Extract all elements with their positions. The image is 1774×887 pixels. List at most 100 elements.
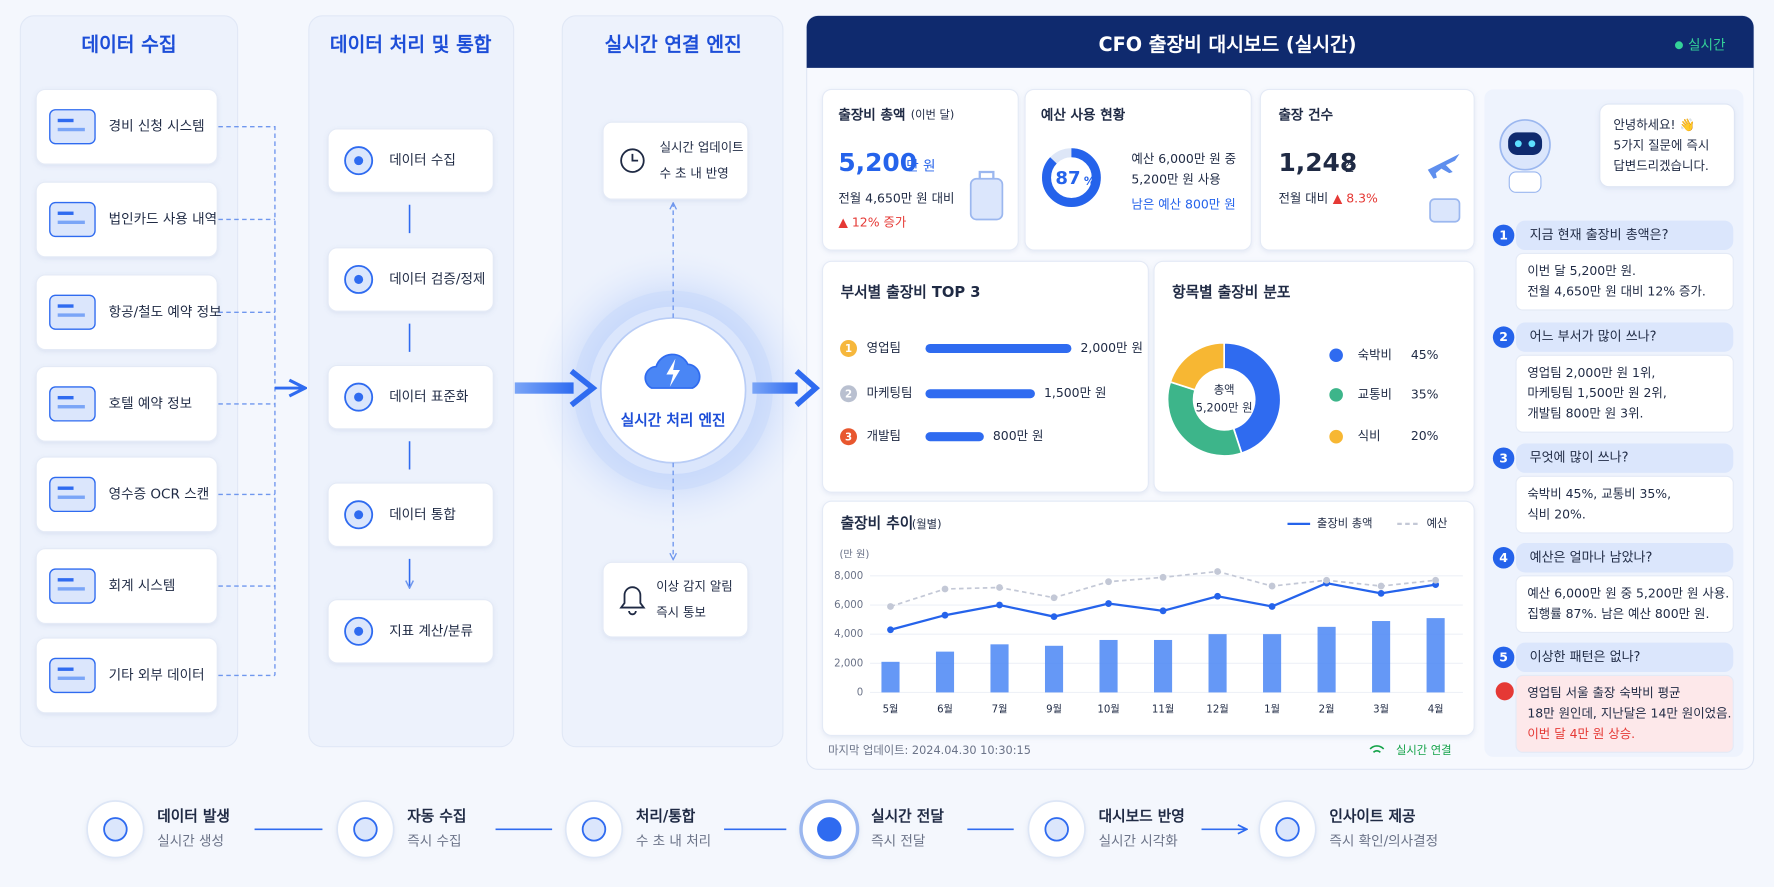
engine-card-title: 이상 감지 알림 [656, 579, 733, 594]
legend-dot [1329, 429, 1343, 444]
kpi-compare: 전월 대비 [1278, 191, 1328, 206]
answer-box [1515, 475, 1734, 534]
kpi-card [1259, 88, 1475, 251]
budget-ring [1041, 148, 1101, 208]
answer-line: 숙박비 45%, 교통비 35%, [1527, 486, 1671, 501]
line-point [1268, 603, 1276, 610]
flow-title: 처리/통합 [636, 808, 696, 825]
process-label: 데이터 통합 [389, 507, 456, 523]
bar-value-label: 2,000만 원 [1080, 340, 1142, 355]
wallet-icon [1429, 198, 1461, 223]
source-icon-detail [57, 304, 74, 308]
question-pill [1516, 322, 1734, 352]
source-label: 기타 외부 데이터 [109, 667, 205, 683]
legend-label: 교통비 [1358, 386, 1392, 401]
line-point [1105, 578, 1112, 586]
answer-box [1515, 674, 1734, 753]
bar [1208, 634, 1227, 693]
engine-core [599, 317, 747, 464]
bar [881, 661, 900, 693]
bar [1099, 639, 1118, 693]
y-tick-label: 2,000 [834, 658, 863, 669]
line-point [1214, 568, 1221, 575]
greeting-line: 5가지 질문에 즉시 [1613, 137, 1709, 152]
question-number: 4 [1499, 550, 1508, 565]
last-updated: 마지막 업데이트: 2024.04.30 10:30:15 [828, 744, 1031, 757]
flow-icon [1044, 817, 1069, 842]
budget-line: 예산 6,000만 원 중 [1131, 151, 1236, 166]
legend-label: 식비 [1358, 428, 1381, 443]
source-label: 영수증 OCR 스캔 [109, 486, 210, 502]
engine-card-sub: 수 초 내 반영 [660, 166, 729, 181]
question: 예산은 얼마나 남았나? [1530, 550, 1653, 565]
y-tick-label: 0 [857, 687, 863, 698]
engine-card [602, 121, 749, 200]
answer-line: 전월 4,650만 원 대비 12% 증가. [1527, 283, 1706, 298]
x-tick-label: 11월 [1152, 703, 1174, 715]
bar [990, 644, 1009, 693]
question-number-badge [1492, 326, 1515, 348]
process-label: 지표 계산/분류 [389, 623, 473, 639]
answer-line: 예산 6,000만 원 중 5,200만 원 사용. [1527, 585, 1729, 600]
bar-value-label: 1,500만 원 [1044, 385, 1106, 400]
greeting-bubble [1599, 103, 1735, 188]
kpi-change: ▲ 12% 증가 [838, 214, 907, 229]
x-tick-label: 5월 [883, 703, 899, 715]
clock-hands [631, 153, 639, 162]
line-point [1050, 613, 1058, 621]
line-point [887, 603, 894, 610]
bar [1154, 639, 1173, 693]
source-label: 항공/철도 예약 정보 [109, 304, 222, 320]
engine-core-label: 실시간 처리 엔진 [621, 412, 726, 429]
process-icon-detail [354, 510, 364, 520]
plane-icon [1427, 153, 1460, 179]
source-label: 호텔 예약 정보 [109, 396, 193, 412]
x-tick-label: 4월 [1428, 703, 1444, 715]
legend-label: 출장비 총액 [1317, 517, 1373, 530]
source-icon-detail [57, 405, 85, 409]
robot-face [1508, 132, 1543, 155]
kpi-compare: 전월 4,650만 원 대비 [838, 191, 954, 206]
process-label: 데이터 검증/정제 [389, 271, 485, 287]
line-point [1214, 592, 1221, 600]
x-tick-label: 1월 [1264, 703, 1280, 715]
flow-title: 데이터 발생 [157, 808, 230, 825]
pie-value-label: 20% [1411, 428, 1439, 443]
source-icon-detail [57, 486, 74, 490]
bolt-icon [666, 358, 680, 387]
x-tick-label: 12월 [1206, 703, 1228, 715]
flow-sub: 실시간 생성 [157, 834, 224, 850]
robot-body [1508, 171, 1542, 193]
source-card [35, 456, 218, 533]
source-card [35, 274, 218, 351]
source-label: 법인카드 사용 내역 [109, 211, 217, 227]
source-icon-detail [57, 127, 85, 132]
question-number-badge [1492, 224, 1515, 247]
question-pill [1516, 642, 1734, 673]
line-point [941, 585, 949, 593]
process-icon-detail [354, 274, 364, 284]
flow-title: 자동 수집 [407, 807, 466, 825]
rank-number: 2 [845, 389, 852, 400]
process-label: 데이터 표준화 [389, 389, 469, 405]
line-point [996, 601, 1003, 609]
question: 지금 현재 출장비 총액은? [1530, 228, 1669, 243]
pie-value-label: 35% [1411, 386, 1439, 401]
robot-eye [1514, 140, 1522, 148]
flow-sub: 수 초 내 처리 [636, 834, 711, 850]
kpi-value: 1,248 [1278, 148, 1357, 177]
x-tick-label: 2월 [1319, 703, 1335, 715]
rank-number: 1 [845, 344, 852, 355]
source-icon-detail [57, 220, 85, 225]
process-card [327, 364, 494, 430]
dashboard-header [806, 15, 1754, 68]
x-tick-label: 9월 [1046, 703, 1062, 715]
alert-icon [1495, 682, 1514, 701]
question-number: 3 [1499, 450, 1508, 465]
chart-subtitle: (월별) [912, 518, 942, 531]
process-card [327, 599, 494, 664]
source-card [35, 637, 218, 714]
answer-line: 식비 20%. [1527, 506, 1585, 521]
kpi-unit: 만 원 [906, 158, 935, 174]
column-title: 실시간 연결 엔진 [605, 33, 742, 56]
